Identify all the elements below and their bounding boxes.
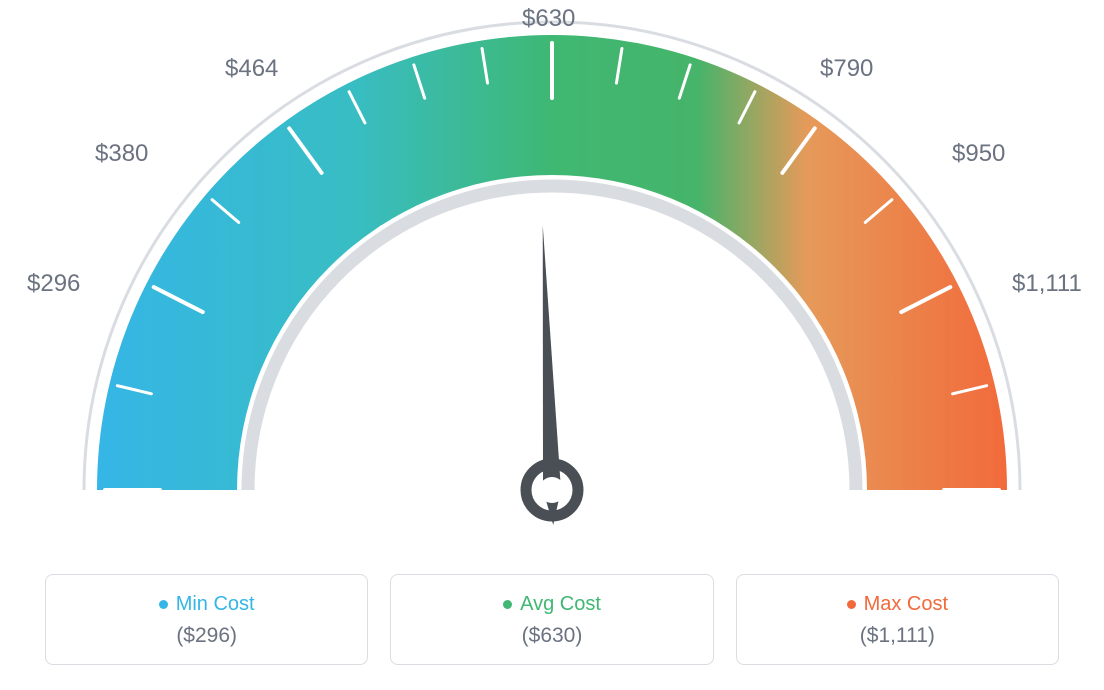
gauge-tick-label: $380 <box>95 140 148 168</box>
legend-label-max: Max Cost <box>864 593 948 616</box>
gauge-tick-label: $950 <box>952 140 1005 168</box>
legend-card-max: Max Cost ($1,111) <box>736 574 1059 665</box>
gauge-tick-label: $790 <box>820 55 873 83</box>
legend-value-avg: ($630) <box>401 624 702 648</box>
legend-label-avg: Avg Cost <box>520 593 601 616</box>
legend-card-avg: Avg Cost ($630) <box>390 574 713 665</box>
gauge-tick-label: $296 <box>27 270 80 298</box>
legend-dot-min <box>159 600 168 609</box>
legend-dot-max <box>847 600 856 609</box>
legend-dot-avg <box>503 600 512 609</box>
legend-value-max: ($1,111) <box>747 624 1048 648</box>
legend-label-min: Min Cost <box>176 593 255 616</box>
gauge-tick-label: $630 <box>522 5 575 33</box>
legend-value-min: ($296) <box>56 624 357 648</box>
legend-row: Min Cost ($296) Avg Cost ($630) Max Cost… <box>45 574 1059 665</box>
gauge-chart <box>0 0 1104 560</box>
gauge-tick-label: $1,111 <box>1012 270 1082 298</box>
legend-card-min: Min Cost ($296) <box>45 574 368 665</box>
gauge-tick-label: $464 <box>225 55 278 83</box>
